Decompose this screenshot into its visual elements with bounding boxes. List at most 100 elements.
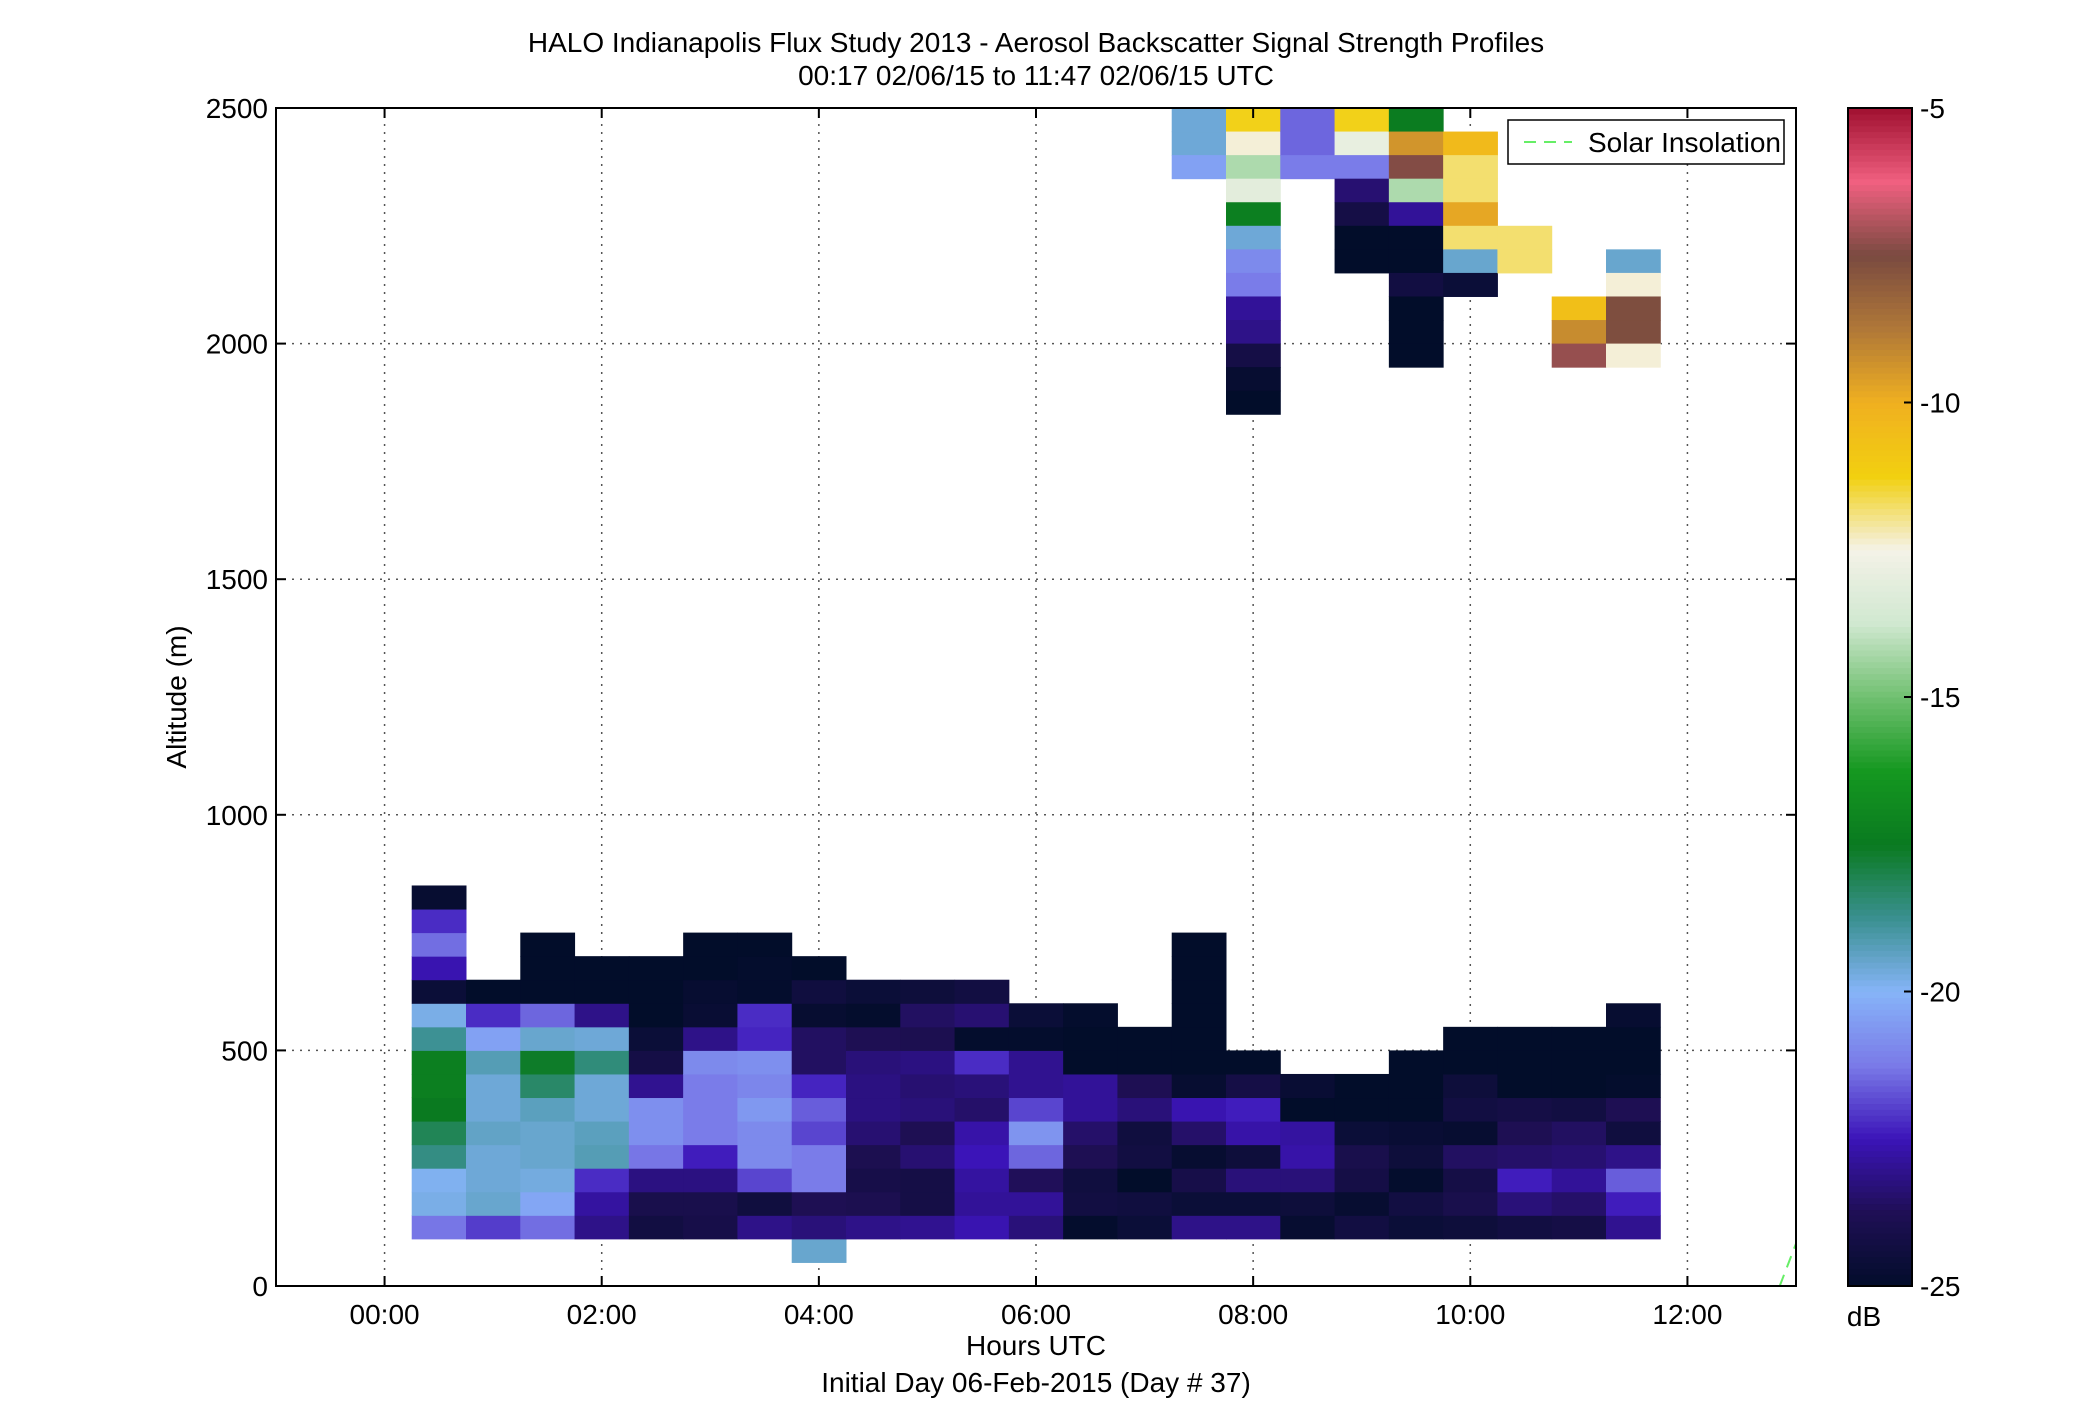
heatmap-cell [791,1073,847,1099]
heatmap-cell [737,956,793,981]
colorbar-segment [1848,1179,1912,1187]
heatmap-cell [520,1121,576,1146]
heatmap-cell [791,979,847,1004]
heatmap-cell [954,1121,1010,1146]
legend: Solar Insolation [1507,119,1785,165]
colorbar-segment [1848,1203,1912,1211]
colorbar-segment [1848,420,1912,427]
heatmap-cell [1171,1026,1227,1051]
colorbar-segment [1848,214,1912,221]
heatmap-cell [1226,155,1281,180]
heatmap-cell [1008,1097,1064,1122]
colorbar-segment [1848,125,1912,133]
colorbar-segment [1848,284,1912,292]
colorbar-segment [1848,1050,1912,1057]
heatmap-cell [520,932,576,957]
heatmap-cell [1171,1003,1227,1028]
colorbar-segment [1848,932,1912,940]
colorbar-ticks: -5 -10 -15 -20 -25 [1904,93,1960,1302]
colorbar-segment [1848,691,1912,698]
colorbar-tick-label: -10 [1920,388,1960,419]
colorbar-segment [1848,891,1912,898]
heatmap-cell [1280,1168,1336,1193]
heatmap-cell [1171,1097,1227,1122]
heatmap-cell [520,1003,576,1028]
heatmap-cell [628,1003,684,1028]
colorbar-segment [1848,773,1912,781]
colorbar-segment [1848,1156,1912,1163]
heatmap-cell [900,979,956,1004]
colorbar-segment [1848,767,1912,775]
heatmap-cell [1497,1144,1553,1169]
colorbar-segment [1848,761,1912,769]
colorbar-segment [1848,685,1912,692]
heatmap-cell [1388,1050,1444,1075]
heatmap-cell [1443,131,1498,156]
colorbar-segment [1848,1280,1912,1287]
heatmap-cell [1063,1050,1118,1075]
heatmap-cell [520,1073,576,1099]
heatmap-cell [520,1097,576,1122]
heatmap-cell [411,956,467,981]
heatmap-cell [1063,1026,1118,1051]
heatmap-cell [411,1050,467,1075]
heatmap-cell [737,1050,793,1075]
colorbar-segment [1848,361,1912,368]
colorbar-segment [1848,1068,1912,1075]
heatmap-cell [1334,202,1390,227]
heatmap-cell [1443,1168,1498,1193]
heatmap-cell [954,1026,1010,1051]
heatmap-cell [1497,1073,1553,1099]
heatmap-cell [1171,131,1227,156]
heatmap-cell [1551,1168,1607,1193]
heatmap-cell [1551,1050,1607,1075]
heatmap-cell [1443,1144,1498,1169]
heatmap-cell [1226,225,1281,250]
heatmap-cell [1388,1097,1444,1122]
colorbar-segment [1848,1168,1912,1175]
colorbar-segment [1848,614,1912,622]
heatmap-cell [520,1026,576,1051]
heatmap-cell [1171,956,1227,981]
heatmap-cell [900,1050,956,1075]
colorbar-segment [1848,985,1912,993]
heatmap-cell [1443,1097,1498,1122]
heatmap-cell [1443,1215,1498,1240]
heatmap-cell [1280,1121,1336,1146]
colorbar-segment [1848,1085,1912,1093]
colorbar-segment [1848,649,1912,657]
heatmap-cell [574,1121,630,1146]
heatmap-cell [1280,1144,1336,1169]
heatmap-cell [1334,1215,1390,1240]
x-axis-label: Hours UTC [966,1330,1106,1361]
heatmap-cell [1388,343,1444,368]
heatmap-cell [900,1168,956,1193]
heatmap-cell [574,1073,630,1099]
colorbar-segment [1848,808,1912,816]
heatmap-cell [846,1121,901,1146]
heatmap-cell [1334,131,1390,156]
heatmap-cell [1171,1168,1227,1193]
heatmap-cell [1388,1073,1444,1099]
heatmap-cell [683,1121,738,1146]
colorbar-segment [1848,267,1912,274]
colorbar-segment [1848,543,1912,551]
heatmap-cell [1226,1121,1281,1146]
heatmap-cell [411,885,467,910]
heatmap-cell [1280,1191,1336,1216]
heatmap-cell [466,1026,521,1051]
colorbar-segment [1848,443,1912,451]
colorbar-segment [1848,1079,1912,1087]
heatmap-cell [520,1168,576,1193]
colorbar-segment [1848,1238,1912,1246]
heatmap-cell [574,1097,630,1122]
heatmap-cell [1443,1121,1498,1146]
heatmap-cell [1171,1073,1227,1099]
colorbar-segment [1848,879,1912,887]
colorbar-segment [1848,455,1912,462]
heatmap-cell [466,1073,521,1099]
heatmap-cell [574,1215,630,1240]
colorbar-segment [1848,408,1912,415]
heatmap-cell [737,1168,793,1193]
heatmap-cell [846,1191,901,1216]
